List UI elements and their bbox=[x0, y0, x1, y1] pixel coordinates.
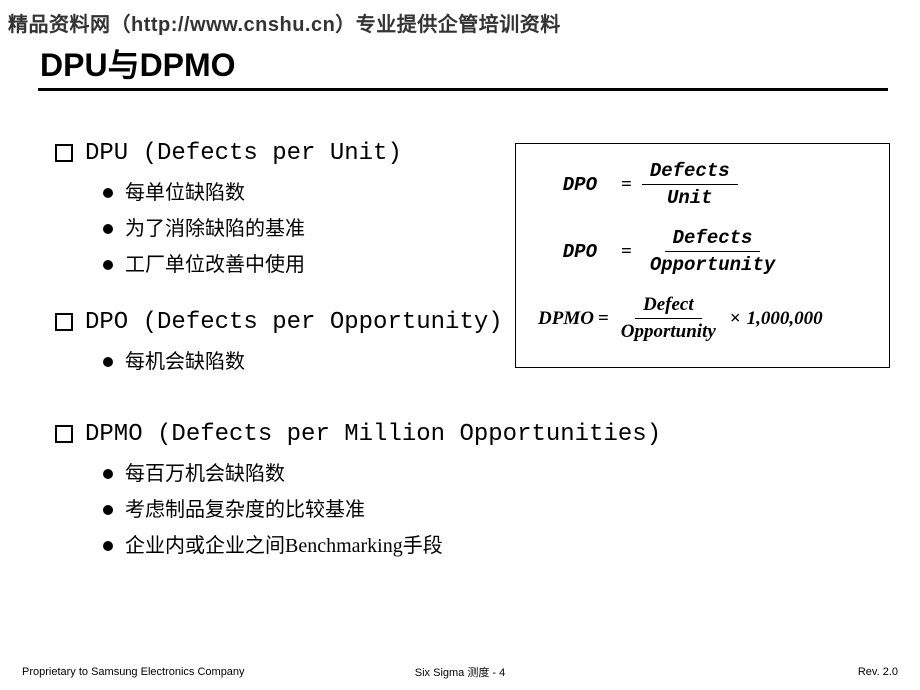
list-item: 每百万机会缺陷数 bbox=[103, 460, 875, 488]
title-underline bbox=[38, 88, 888, 91]
fraction: Defect Opportunity bbox=[613, 294, 724, 343]
bullet-text: 每百万机会缺陷数 bbox=[125, 460, 285, 488]
fraction: Defects Unit bbox=[642, 160, 738, 209]
list-item: 考虑制品复杂度的比较基准 bbox=[103, 496, 875, 524]
bullet-icon bbox=[103, 260, 113, 270]
formula-label: DPO bbox=[526, 174, 611, 196]
bullet-list: 每百万机会缺陷数 考虑制品复杂度的比较基准 企业内或企业之间Benchmarki… bbox=[103, 460, 875, 560]
checkbox-icon bbox=[55, 144, 73, 162]
watermark-text: 精品资料网（http://www.cnshu.cn）专业提供企管培训资料 bbox=[8, 8, 561, 37]
bullet-text: 考虑制品复杂度的比较基准 bbox=[125, 496, 365, 524]
footer-right: Rev. 2.0 bbox=[858, 666, 898, 678]
bullet-icon bbox=[103, 541, 113, 551]
fraction-denominator: Unit bbox=[659, 185, 721, 209]
footer-left: Proprietary to Samsung Electronics Compa… bbox=[22, 666, 245, 678]
formula-box: DPO = Defects Unit DPO = Defects Opportu… bbox=[515, 143, 890, 368]
formula-dpo-unit: DPO = Defects Unit bbox=[526, 160, 879, 209]
checkbox-icon bbox=[55, 313, 73, 331]
bullet-text: 为了消除缺陷的基准 bbox=[125, 215, 305, 243]
heading-text: DPO (Defects per Opportunity) bbox=[85, 309, 503, 336]
formula-factor: 1,000,000 bbox=[747, 308, 823, 330]
bullet-icon bbox=[103, 224, 113, 234]
fraction-numerator: Defect bbox=[635, 294, 702, 319]
bullet-icon bbox=[103, 357, 113, 367]
bullet-icon bbox=[103, 469, 113, 479]
fraction-numerator: Defects bbox=[665, 227, 761, 252]
checkbox-icon bbox=[55, 425, 73, 443]
formula-label: DPO bbox=[526, 241, 611, 263]
list-item: 企业内或企业之间Benchmarking手段 bbox=[103, 532, 875, 560]
footer-center: Six Sigma 测度 - 4 bbox=[415, 664, 505, 680]
bullet-text: 工厂单位改善中使用 bbox=[125, 251, 305, 279]
equals-sign: = bbox=[594, 308, 613, 330]
fraction-numerator: Defects bbox=[642, 160, 738, 185]
equals-sign: = bbox=[611, 174, 642, 196]
formula-label: DPMO bbox=[538, 308, 594, 330]
heading-text: DPU (Defects per Unit) bbox=[85, 140, 402, 167]
fraction-denominator: Opportunity bbox=[613, 319, 724, 343]
formula-dpmo: DPMO = Defect Opportunity × 1,000,000 bbox=[526, 294, 879, 343]
formula-dpo-opportunity: DPO = Defects Opportunity bbox=[526, 227, 879, 276]
fraction-denominator: Opportunity bbox=[642, 252, 783, 276]
bullet-icon bbox=[103, 188, 113, 198]
fraction: Defects Opportunity bbox=[642, 227, 783, 276]
section-heading: DPMO (Defects per Million Opportunities) bbox=[55, 421, 875, 448]
bullet-text: 每机会缺陷数 bbox=[125, 348, 245, 376]
slide-title: DPU与DPMO bbox=[40, 40, 236, 86]
multiply-sign: × bbox=[724, 308, 747, 330]
bullet-text: 企业内或企业之间Benchmarking手段 bbox=[125, 532, 443, 560]
equals-sign: = bbox=[611, 241, 642, 263]
bullet-text: 每单位缺陷数 bbox=[125, 179, 245, 207]
bullet-icon bbox=[103, 505, 113, 515]
heading-text: DPMO (Defects per Million Opportunities) bbox=[85, 421, 661, 448]
slide-footer: Proprietary to Samsung Electronics Compa… bbox=[0, 666, 920, 678]
section-dpmo: DPMO (Defects per Million Opportunities)… bbox=[55, 421, 875, 560]
